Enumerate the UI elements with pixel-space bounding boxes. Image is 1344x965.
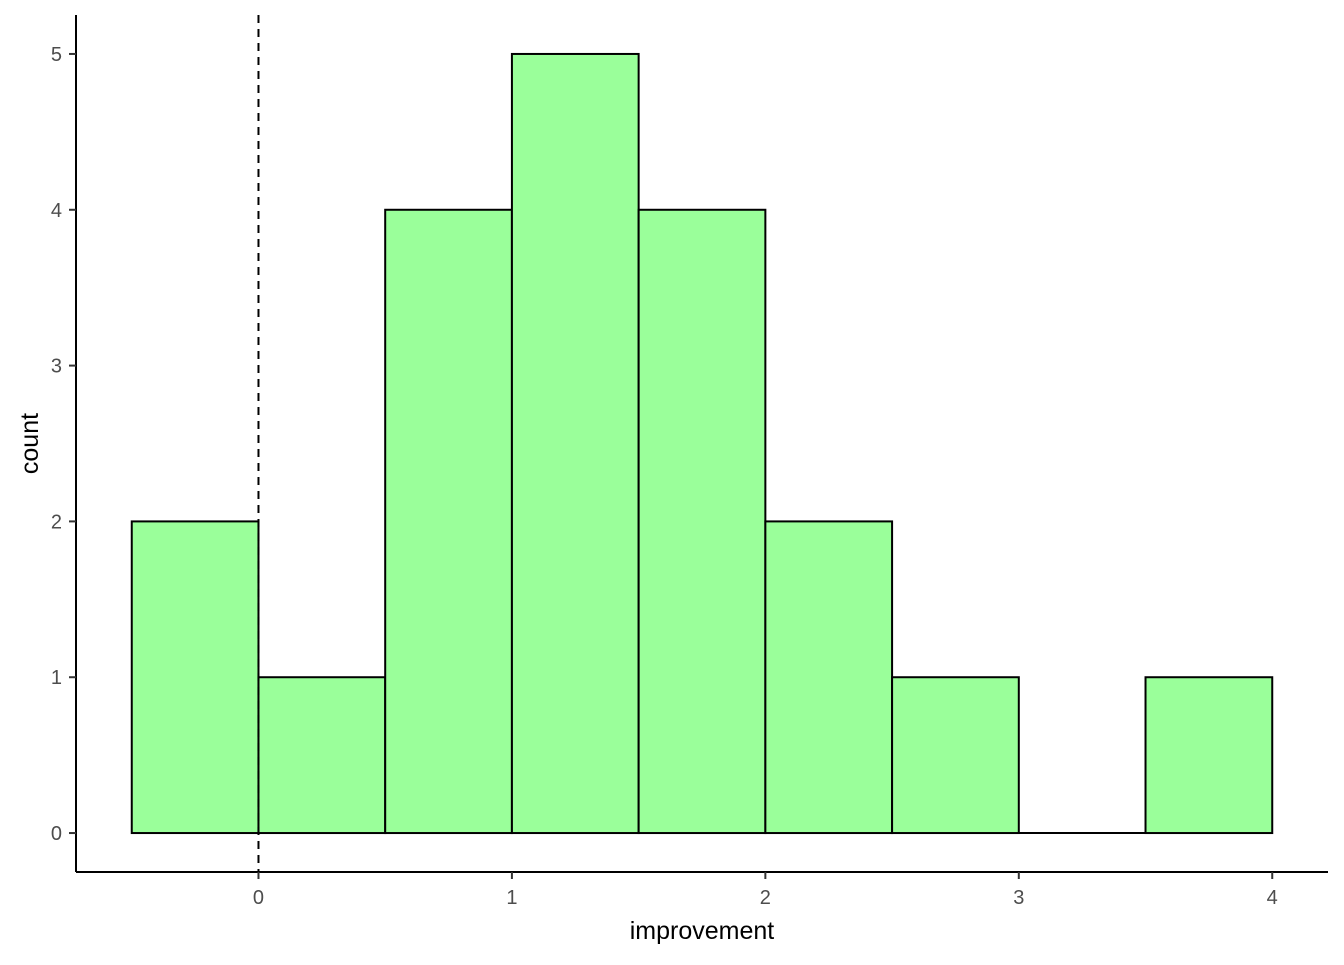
y-tick-label-3: 3: [51, 356, 62, 378]
x-tick-label-0: 0: [253, 887, 264, 909]
x-tick-label-3: 3: [1013, 887, 1024, 909]
axes-layer: [75, 15, 1328, 873]
y-tick-label-2: 2: [51, 511, 62, 533]
x-ticks: 0 1 2 3 4: [253, 872, 1278, 909]
bars-layer: [130, 52, 1274, 835]
y-tick-label-0: 0: [51, 823, 62, 845]
histogram-bar-6: [891, 676, 1020, 835]
histogram-bar-2: [384, 208, 513, 835]
x-tick-label-2: 2: [760, 887, 771, 909]
y-tick-label-4: 4: [51, 200, 62, 222]
histogram-bar-4: [637, 208, 767, 835]
histogram-bar-1: [257, 676, 387, 835]
histogram-bar-0: [130, 520, 260, 835]
y-tick-label-1: 1: [51, 667, 62, 689]
y-ticks: 0 1 2 3 4 5: [51, 44, 76, 845]
x-axis-title: improvement: [630, 917, 775, 945]
y-tick-label-5: 5: [51, 44, 62, 66]
x-tick-label-1: 1: [506, 887, 517, 909]
y-axis-title: count: [16, 413, 44, 474]
histogram-bar-8: [1144, 676, 1274, 835]
x-tick-label-4: 4: [1267, 887, 1278, 909]
histogram-bar-5: [764, 520, 894, 835]
histogram-bar-3: [510, 52, 640, 835]
